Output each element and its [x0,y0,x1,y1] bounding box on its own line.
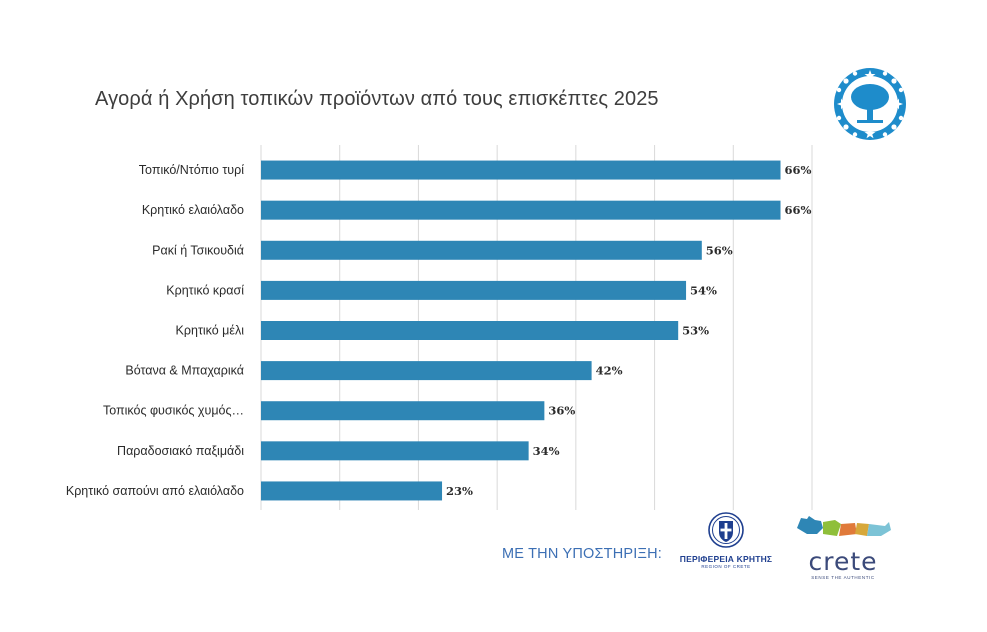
crete-island-shape-icon [797,516,891,536]
value-label: 23% [446,484,473,498]
category-label: Παραδοσιακό παξιμάδι [117,444,244,458]
value-label: 53% [682,324,709,338]
value-label: 56% [706,243,733,257]
category-label: Κρητικό ελαιόλαδο [142,203,244,217]
bar [261,160,781,180]
chart-bars [261,160,781,501]
value-label: 42% [596,364,623,378]
chart-value-labels: 66% 66% 56% 54% 53% 42% 36% 34% 23% [446,163,811,498]
category-label: Κρητικό σαπούνι από ελαιόλαδο [66,484,244,498]
category-label: Βότανα & Μπαχαρικά [125,364,244,378]
bar [261,441,529,461]
bar [261,200,781,220]
value-label: 36% [548,404,575,418]
bar [261,240,702,260]
bar [261,481,443,501]
bar [261,321,679,340]
category-label: Ρακί ή Τσικουδιά [152,243,244,257]
region-subtitle: REGION OF CRETE [701,564,751,569]
support-label: ΜΕ ΤΗΝ ΥΠΟΣΤΗΡΙΞΗ: [502,546,663,562]
value-label: 66% [785,163,812,177]
value-label: 34% [533,444,560,458]
region-of-crete-logo: ΠΕΡΙΦΕΡΕΙΑ ΚΡΗΤΗΣ REGION OF CRETE [676,512,776,574]
category-label: Κρητικό μέλι [176,324,245,338]
value-label: 66% [785,203,812,217]
value-label: 54% [690,283,717,297]
chart-category-labels: Τοπικό/Ντόπιο τυρί Κρητικό ελαιόλαδο Ρακί … [66,163,244,498]
category-label: Τοπικό/Ντόπιο τυρί [139,163,244,177]
bar [261,280,687,300]
category-label: Τοπικός φυσικός χυμός… [103,404,244,418]
crete-brand-tagline: SENSE THE AUTHENTIC [811,575,875,580]
bar [261,401,545,421]
chart-title: Αγορά ή Χρήση τοπικών προϊόντων από τους… [95,88,659,110]
greek-coat-of-arms-icon [708,512,744,548]
bar [261,361,592,381]
crete-brand-word: crete [808,547,878,576]
crete-brand-logo: crete SENSE THE AUTHENTIC [793,512,893,582]
category-label: Κρητικό κρασί [166,283,244,297]
region-name: ΠΕΡΙΦΕΡΕΙΑ ΚΡΗΤΗΣ [679,554,773,564]
olive-tree-stars-emblem-icon [834,68,906,140]
